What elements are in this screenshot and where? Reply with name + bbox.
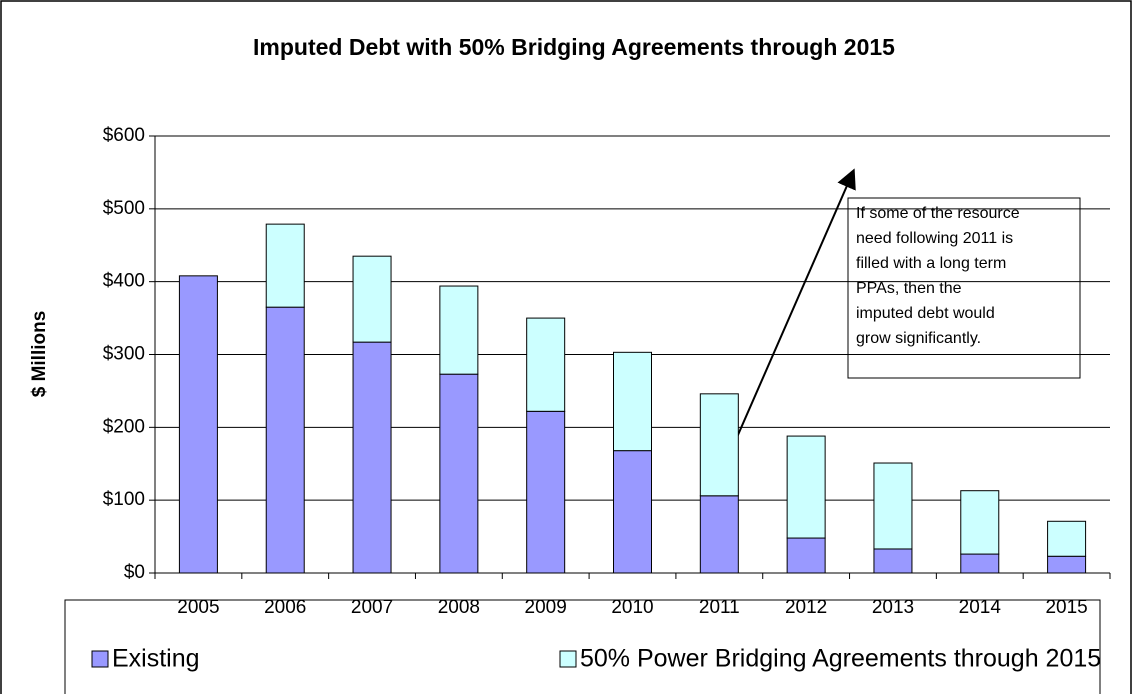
bar-segment	[786, 435, 826, 539]
bar-segment	[786, 537, 826, 574]
annotation-text: filled with a long term	[856, 255, 1006, 272]
x-tick-label: 2006	[264, 597, 306, 618]
bar-segment	[613, 450, 652, 574]
x-tick-label: 2009	[525, 597, 567, 618]
bar-segment	[613, 351, 652, 452]
bar-segment	[873, 548, 913, 574]
legend-label: 50% Power Bridging Agreements through 20…	[580, 645, 1101, 673]
y-tick-label: $300	[103, 344, 145, 365]
bar-segment	[178, 275, 218, 574]
bar-segment	[439, 373, 479, 574]
bar-segment	[265, 223, 305, 308]
bar-segment	[1047, 520, 1087, 557]
x-tick-label: 2005	[177, 597, 219, 618]
legend-swatch	[91, 650, 109, 668]
x-tick-label: 2013	[872, 597, 914, 618]
x-tick-label: 2007	[351, 597, 393, 618]
x-tick-label: 2014	[959, 597, 1002, 618]
annotation-text: PPAs, then the	[856, 280, 962, 297]
bar-segment	[699, 495, 739, 574]
annotation-text: grow significantly.	[856, 330, 981, 347]
x-tick-label: 2011	[699, 597, 740, 618]
legend-swatch	[559, 650, 577, 668]
y-tick-label: $0	[124, 562, 145, 583]
bar-segment	[1047, 555, 1087, 574]
bar-segment	[352, 255, 392, 343]
annotation-text: If some of the resource	[856, 205, 1020, 222]
bar-segment	[439, 285, 479, 375]
bar-segment	[526, 410, 566, 574]
x-tick-label: 2008	[438, 597, 480, 618]
annotation-text: need following 2011 is	[856, 230, 1013, 247]
bar-segment	[960, 553, 1000, 574]
bar-segment	[960, 490, 1000, 555]
y-tick-label: $600	[103, 125, 145, 146]
chart-title: Imputed Debt with 50% Bridging Agreement…	[253, 34, 895, 60]
x-tick-label: 2012	[785, 597, 827, 618]
y-tick-label: $500	[103, 198, 145, 219]
annotation-box	[847, 197, 1081, 379]
annotation-arrow	[726, 168, 856, 461]
annotation-text: imputed debt would	[856, 305, 995, 322]
x-tick-label: 2010	[611, 597, 653, 618]
y-tick-label: $200	[103, 416, 145, 437]
y-tick-label: $100	[103, 489, 145, 510]
bar-segment	[699, 393, 739, 497]
y-axis-label: $ Millions	[29, 311, 50, 398]
bar-segment	[526, 317, 566, 412]
x-tick-label: 2015	[1045, 597, 1087, 618]
bar-segment	[352, 341, 392, 574]
bar-segment	[265, 306, 305, 574]
legend-label: Existing	[112, 645, 200, 673]
bar-segment	[873, 462, 913, 550]
legend-box	[64, 599, 1101, 694]
y-tick-label: $400	[103, 271, 145, 292]
